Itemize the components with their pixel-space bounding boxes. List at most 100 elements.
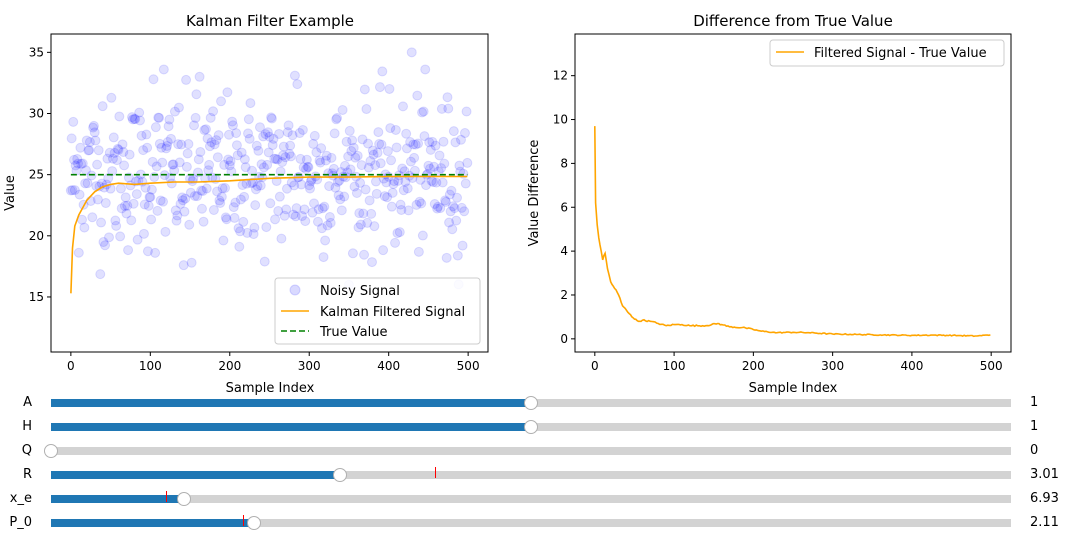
slider-x-e[interactable]: x_e 6.93 bbox=[0, 489, 1072, 509]
noisy-signal-point bbox=[249, 222, 260, 233]
noisy-signal-point bbox=[456, 202, 467, 213]
legend-noisy-marker bbox=[289, 284, 301, 296]
slider-x-e-value: 6.93 bbox=[1030, 491, 1059, 506]
noisy-signal-point bbox=[438, 136, 449, 147]
noisy-signal-point bbox=[347, 248, 358, 259]
noisy-signal-point bbox=[429, 198, 440, 209]
noisy-signal-point bbox=[411, 199, 422, 210]
noisy-signal-point bbox=[390, 237, 401, 248]
noisy-signal-point bbox=[423, 160, 434, 171]
noisy-signal-point bbox=[150, 122, 161, 133]
slider-p-0-handle[interactable] bbox=[246, 516, 261, 530]
noisy-signal-point bbox=[260, 129, 271, 140]
noisy-signal-point bbox=[430, 140, 441, 151]
noisy-signal-point bbox=[361, 104, 372, 115]
slider-x-e-label: x_e bbox=[9, 491, 32, 506]
slider-x-e-handle[interactable] bbox=[177, 492, 192, 506]
noisy-signal-point bbox=[461, 106, 472, 117]
noisy-signal-point bbox=[164, 114, 175, 125]
noisy-signal-point bbox=[128, 198, 139, 209]
noisy-signal-point bbox=[194, 71, 205, 82]
noisy-signal-point bbox=[84, 137, 95, 148]
slider-h[interactable]: H 1 bbox=[0, 417, 1072, 437]
slider-p-0-track[interactable] bbox=[51, 515, 1011, 530]
noisy-signal-point bbox=[129, 113, 140, 124]
noisy-signal-point bbox=[313, 204, 324, 215]
noisy-signal-point bbox=[462, 157, 473, 168]
noisy-signal-point bbox=[375, 158, 386, 169]
slider-p-0[interactable]: P_0 2.11 bbox=[0, 513, 1072, 533]
noisy-signal-point bbox=[122, 200, 133, 211]
noisy-signal-point bbox=[242, 227, 253, 238]
noisy-signal-point bbox=[223, 154, 234, 165]
noisy-signal-point bbox=[278, 141, 289, 152]
noisy-signal-point bbox=[198, 216, 209, 227]
noisy-signal-point bbox=[107, 166, 118, 177]
noisy-signal-point bbox=[144, 192, 155, 203]
left-y-tick-label: 15 bbox=[29, 290, 44, 304]
noisy-signal-point bbox=[403, 205, 414, 216]
noisy-signal-point bbox=[319, 201, 330, 212]
noisy-signal-point bbox=[275, 166, 286, 177]
slider-q-handle[interactable] bbox=[44, 444, 58, 458]
slider-a-track[interactable] bbox=[51, 396, 1011, 410]
noisy-signal-point bbox=[184, 219, 195, 230]
noisy-signal-point bbox=[298, 162, 309, 173]
slider-h-handle[interactable] bbox=[524, 420, 538, 434]
difference-line bbox=[594, 126, 991, 338]
noisy-signal-point bbox=[296, 179, 307, 190]
noisy-signal-point bbox=[226, 166, 237, 177]
noisy-signal-point bbox=[326, 152, 337, 163]
slider-q-track[interactable] bbox=[44, 444, 1011, 458]
noisy-signal-point bbox=[147, 156, 158, 167]
noisy-signal-point bbox=[366, 208, 377, 219]
slider-r-track[interactable] bbox=[51, 467, 1011, 482]
slider-a[interactable]: A 1 bbox=[0, 393, 1072, 413]
noisy-signal-point bbox=[175, 198, 186, 209]
noisy-signal-point bbox=[264, 131, 275, 142]
noisy-signal-point bbox=[266, 113, 277, 124]
noisy-signal-point bbox=[335, 194, 346, 205]
noisy-signal-point bbox=[330, 182, 341, 193]
noisy-signal-point bbox=[253, 145, 264, 156]
noisy-signal-point bbox=[70, 160, 81, 171]
noisy-signal-point bbox=[353, 222, 364, 233]
legend-kalman-label: Kalman Filtered Signal bbox=[320, 305, 465, 320]
slider-x-e-track[interactable] bbox=[51, 491, 1011, 506]
slider-q[interactable]: Q 0 bbox=[0, 441, 1072, 461]
noisy-signal-point bbox=[141, 129, 152, 140]
noisy-signal-point bbox=[225, 156, 236, 167]
noisy-signal-point bbox=[119, 201, 130, 212]
slider-r-value: 3.01 bbox=[1030, 467, 1059, 482]
noisy-signal-point bbox=[266, 112, 277, 123]
noisy-signal-point bbox=[84, 145, 95, 156]
noisy-signal-point bbox=[301, 154, 312, 165]
left-legend: Noisy Signal Kalman Filtered Signal True… bbox=[274, 277, 481, 345]
noisy-signal-point bbox=[363, 138, 374, 149]
noisy-signal-point bbox=[180, 193, 191, 204]
left-x-tick-label: 0 bbox=[67, 359, 75, 373]
noisy-signal-point bbox=[191, 89, 202, 100]
noisy-signal-point bbox=[156, 142, 167, 153]
noisy-signal-point bbox=[142, 246, 153, 257]
slider-a-handle[interactable] bbox=[524, 396, 538, 410]
noisy-signal-point bbox=[304, 180, 315, 191]
noisy-signal-point bbox=[232, 150, 243, 161]
slider-p-0-value: 2.11 bbox=[1030, 515, 1059, 530]
noisy-signal-point bbox=[67, 185, 78, 196]
slider-r[interactable]: R 3.01 bbox=[0, 465, 1072, 485]
noisy-signal-point bbox=[387, 187, 398, 198]
noisy-signal-point bbox=[96, 217, 107, 228]
noisy-signal-point bbox=[312, 216, 323, 227]
noisy-signal-point bbox=[428, 161, 439, 172]
noisy-signal-point bbox=[384, 83, 395, 94]
noisy-signal-point bbox=[336, 205, 347, 216]
noisy-signal-point bbox=[160, 226, 171, 237]
slider-r-handle[interactable] bbox=[332, 468, 347, 482]
slider-h-track[interactable] bbox=[51, 420, 1011, 434]
right-x-ticks: 0 100 200 300 400 500 bbox=[591, 352, 1003, 373]
noisy-signal-point bbox=[127, 114, 138, 125]
noisy-signal-point bbox=[157, 157, 168, 168]
noisy-signal-point bbox=[371, 188, 382, 199]
noisy-signal-point bbox=[107, 153, 118, 164]
